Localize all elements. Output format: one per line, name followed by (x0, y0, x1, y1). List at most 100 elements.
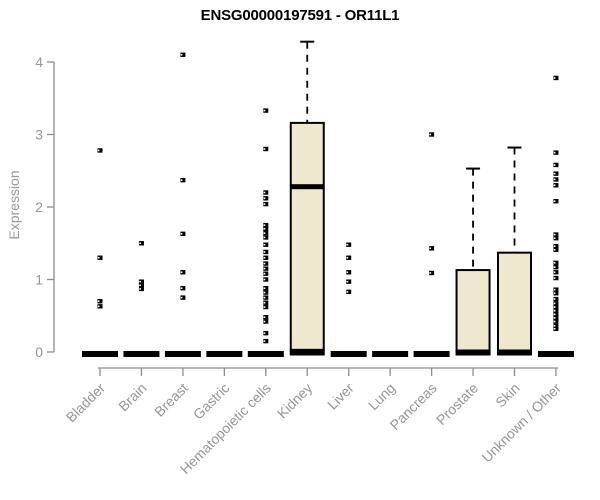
outlier-point (553, 235, 559, 241)
outlier-point-center (263, 272, 266, 275)
outlier-point-center (553, 313, 556, 316)
outlier-point (553, 323, 559, 329)
outlier-point (553, 260, 559, 266)
category-label-bladder: Bladder (63, 380, 109, 426)
y-tick-label: 0 (35, 344, 43, 360)
outlier-point (553, 171, 559, 176)
outlier-point (263, 146, 269, 152)
outlier-point (553, 296, 559, 302)
outlier-point (180, 295, 186, 300)
outlier-point (263, 190, 269, 195)
outlier-point (553, 270, 559, 275)
chart-title: ENSG00000197591 - OR11L1 (200, 7, 400, 24)
box-prostate (455, 269, 491, 354)
outlier-point-center (553, 233, 556, 236)
box-kidney (289, 121, 325, 351)
category-label-breast: Breast (151, 380, 191, 420)
median-line-kidney (290, 184, 324, 190)
outlier-point (553, 247, 559, 252)
outlier-point-center (263, 148, 266, 150)
outlier-point-center (263, 267, 266, 270)
zero-bar-brain (123, 351, 160, 357)
outlier-point (263, 222, 269, 228)
outlier-point-center (97, 305, 100, 308)
outlier-point-center (180, 287, 183, 289)
outlier-point-center (346, 256, 349, 259)
outlier-point-center (263, 251, 266, 253)
y-tick-label: 1 (35, 272, 43, 288)
outlier-point (553, 232, 559, 237)
zero-bar-pancreas (413, 351, 450, 357)
outlier-point (138, 286, 144, 292)
category-label-brain: Brain (115, 380, 149, 414)
outlier-point (263, 290, 269, 295)
outlier-point (263, 230, 269, 236)
outlier-point (346, 255, 352, 260)
outlier-point (263, 226, 269, 231)
outlier-point (553, 287, 559, 292)
outlier-point (346, 242, 352, 247)
outlier-point-center (429, 133, 432, 136)
outlier-point (263, 295, 269, 300)
outlier-point (263, 286, 269, 291)
outlier-point (97, 304, 103, 309)
outlier-point-center (263, 191, 266, 194)
outlier-point (180, 231, 186, 237)
zero-bar-gastric (206, 351, 243, 357)
outlier-point-center (553, 328, 556, 330)
outlier-point-center (553, 298, 556, 300)
outlier-point-center (263, 340, 266, 342)
outlier-point (97, 299, 103, 304)
outlier-point (553, 183, 559, 188)
outlier-point (553, 275, 559, 281)
outlier-point-center (139, 284, 141, 287)
outlier-point-center (97, 256, 100, 259)
outlier-point (553, 177, 559, 182)
outlier-point-center (263, 296, 266, 299)
outlier-point (553, 291, 559, 296)
outlier-point (263, 108, 269, 113)
outlier-point (553, 199, 559, 204)
outlier-point-center (263, 287, 266, 289)
outlier-point-center (180, 179, 183, 181)
outlier-point-center (263, 306, 266, 308)
outlier-point-center (429, 247, 432, 250)
y-tick-label: 2 (35, 199, 43, 215)
outlier-point (553, 326, 559, 331)
outlier-point-center (553, 266, 556, 268)
outlier-point-center (553, 317, 556, 319)
outlier-point-center (263, 301, 266, 304)
outlier-point (553, 264, 559, 270)
outlier-point (180, 52, 186, 57)
outlier-point (180, 286, 186, 291)
outlier-point-center (263, 320, 266, 323)
outlier-point (553, 319, 559, 324)
outlier-point-center (553, 151, 556, 154)
outlier-point-center (553, 320, 556, 323)
zero-bar-lung (372, 351, 409, 357)
y-tick-label: 3 (35, 127, 43, 143)
outlier-point-center (553, 172, 556, 175)
outlier-point-center (553, 325, 556, 327)
outlier-point (263, 235, 269, 240)
outlier-point-center (263, 224, 266, 226)
y-tick-label: 4 (35, 54, 43, 70)
outlier-point (346, 279, 352, 284)
outlier-point (346, 289, 352, 295)
outlier-point-center (553, 306, 556, 308)
outlier-point-center (263, 203, 266, 205)
outlier-point-center (139, 242, 141, 245)
outlier-point (553, 75, 559, 81)
outlier-point (263, 319, 269, 324)
outlier-point (263, 196, 269, 201)
outlier-point (553, 315, 559, 321)
outlier-point (346, 270, 352, 275)
box-bottom-bar-skin (497, 349, 532, 356)
outlier-point-center (553, 302, 556, 305)
outlier-point (263, 242, 269, 247)
outlier-point-center (553, 178, 556, 181)
outlier-point (263, 315, 269, 320)
outlier-point (429, 132, 435, 137)
outlier-point-center (139, 280, 141, 283)
